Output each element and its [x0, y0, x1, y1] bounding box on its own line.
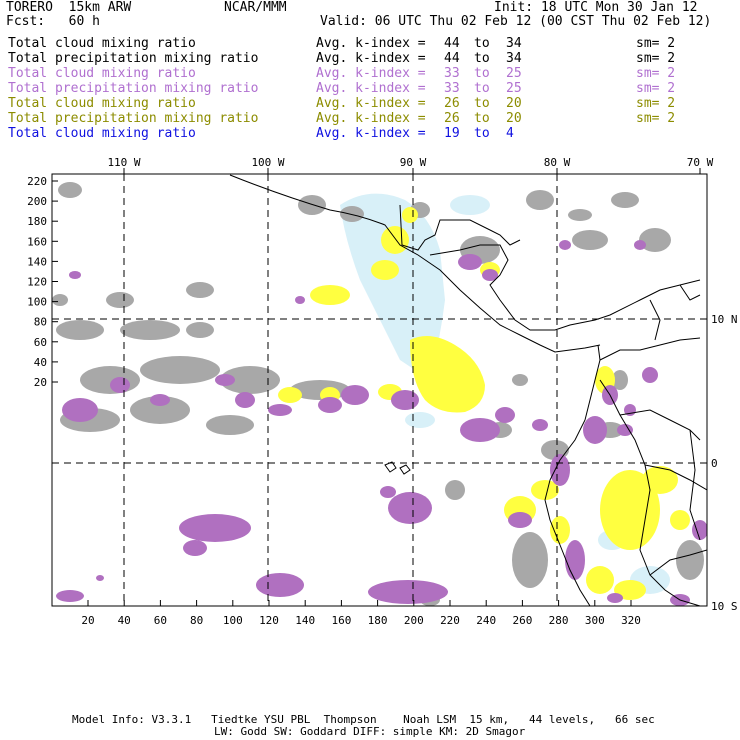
legend-field: Total precipitation mixing ratio — [8, 51, 259, 66]
lat-label: 10 S — [711, 600, 738, 613]
legend-field: Total precipitation mixing ratio — [8, 111, 259, 126]
x-tick-label: 260 — [512, 614, 532, 627]
legend-field: Total cloud mixing ratio — [8, 36, 196, 51]
legend-from: 33 — [444, 81, 460, 96]
y-axis: 220 200 180 160 140 120 100 80 60 40 20 — [27, 175, 58, 389]
legend-sm: sm= 2 — [636, 66, 676, 81]
legend-from: 26 — [444, 96, 460, 111]
latitude-axis: 10 N 0 10 S — [701, 313, 738, 613]
legend-to-word: to — [474, 126, 490, 141]
legend-from: 44 — [444, 36, 460, 51]
y-tick-label: 180 — [27, 215, 47, 228]
y-tick-label: 220 — [27, 175, 47, 188]
legend-to: 20 — [506, 96, 522, 111]
legend-to-word: to — [474, 96, 490, 111]
forecast-hour: Fcst: 60 h — [6, 14, 100, 29]
x-tick-label: 120 — [259, 614, 279, 627]
coastlines — [229, 174, 707, 606]
legend-from: 26 — [444, 111, 460, 126]
x-tick-label: 180 — [368, 614, 388, 627]
x-tick-label: 240 — [476, 614, 496, 627]
legend-to: 25 — [506, 81, 522, 96]
graticule — [52, 174, 707, 606]
y-tick-label: 120 — [27, 276, 47, 289]
lon-label: 80 W — [544, 156, 571, 169]
legend-idx: Avg. k-index = — [316, 36, 426, 51]
y-tick-label: 20 — [34, 376, 47, 389]
x-tick-label: 280 — [549, 614, 569, 627]
y-tick-label: 160 — [27, 235, 47, 248]
field-shading — [52, 182, 707, 606]
x-tick-label: 140 — [295, 614, 315, 627]
legend-field: Total precipitation mixing ratio — [8, 81, 259, 96]
y-tick-label: 40 — [34, 356, 47, 369]
lat-label: 0 — [711, 457, 718, 470]
y-tick-label: 200 — [27, 195, 47, 208]
legend-idx: Avg. k-index = — [316, 51, 426, 66]
x-tick-label: 300 — [585, 614, 605, 627]
valid-time: Valid: 06 UTC Thu 02 Feb 12 (00 CST Thu … — [320, 14, 712, 29]
legend-to: 20 — [506, 111, 522, 126]
x-tick-label: 80 — [190, 614, 203, 627]
lon-label: 110 W — [107, 156, 140, 169]
x-tick-label: 60 — [154, 614, 167, 627]
x-tick-label: 20 — [81, 614, 94, 627]
legend-from: 44 — [444, 51, 460, 66]
legend-sm: sm= 2 — [636, 111, 676, 126]
legend-field: Total cloud mixing ratio — [8, 126, 196, 141]
legend-to: 4 — [506, 126, 514, 141]
legend-to: 25 — [506, 66, 522, 81]
legend-to-word: to — [474, 66, 490, 81]
y-tick-label: 100 — [27, 296, 47, 309]
legend-from: 19 — [444, 126, 460, 141]
y-tick-label: 60 — [34, 336, 47, 349]
legend-to-word: to — [474, 81, 490, 96]
y-tick-label: 80 — [34, 316, 47, 329]
legend-from: 33 — [444, 66, 460, 81]
violet-shading — [56, 240, 707, 606]
x-tick-label: 220 — [440, 614, 460, 627]
legend-to-word: to — [474, 51, 490, 66]
y-tick-label: 140 — [27, 255, 47, 268]
lon-label: 100 W — [251, 156, 284, 169]
legend-field: Total cloud mixing ratio — [8, 96, 196, 111]
x-tick-label: 160 — [331, 614, 351, 627]
x-tick-label: 320 — [621, 614, 641, 627]
organization: NCAR/MMM — [224, 0, 287, 15]
x-tick-label: 40 — [118, 614, 131, 627]
legend-idx: Avg. k-index = — [316, 96, 426, 111]
physics-info: LW: Godd SW: Goddard DIFF: simple KM: 2D… — [214, 725, 526, 738]
legend-sm: sm= 2 — [636, 81, 676, 96]
lon-label: 70 W — [687, 156, 714, 169]
legend-to-word: to — [474, 111, 490, 126]
longitude-axis: 110 W 100 W 90 W 80 W 70 W — [107, 156, 714, 174]
legend-idx: Avg. k-index = — [316, 81, 426, 96]
lon-label: 90 W — [400, 156, 427, 169]
legend-to: 34 — [506, 36, 522, 51]
legend-idx: Avg. k-index = — [316, 66, 426, 81]
legend-to: 34 — [506, 51, 522, 66]
x-axis: 20 40 60 80 100 120 140 160 180 200 220 240 260 280 30… — [81, 600, 641, 627]
plot-frame — [51, 173, 708, 607]
init-time: Init: 18 UTC Mon 30 Jan 12 — [494, 0, 698, 15]
legend-sm: sm= 2 — [636, 96, 676, 111]
x-tick-label: 200 — [404, 614, 424, 627]
legend-sm: sm= 2 — [636, 36, 676, 51]
legend-field: Total cloud mixing ratio — [8, 66, 196, 81]
legend-idx: Avg. k-index = — [316, 111, 426, 126]
model-name: TORERO 15km ARW — [6, 0, 132, 15]
model-info: Model Info: V3.3.1 Tiedtke YSU PBL Thomp… — [72, 713, 655, 726]
legend-idx: Avg. k-index = — [316, 126, 426, 141]
lat-label: 10 N — [711, 313, 738, 326]
legend-sm: sm= 2 — [636, 51, 676, 66]
legend-to-word: to — [474, 36, 490, 51]
x-tick-label: 100 — [223, 614, 243, 627]
